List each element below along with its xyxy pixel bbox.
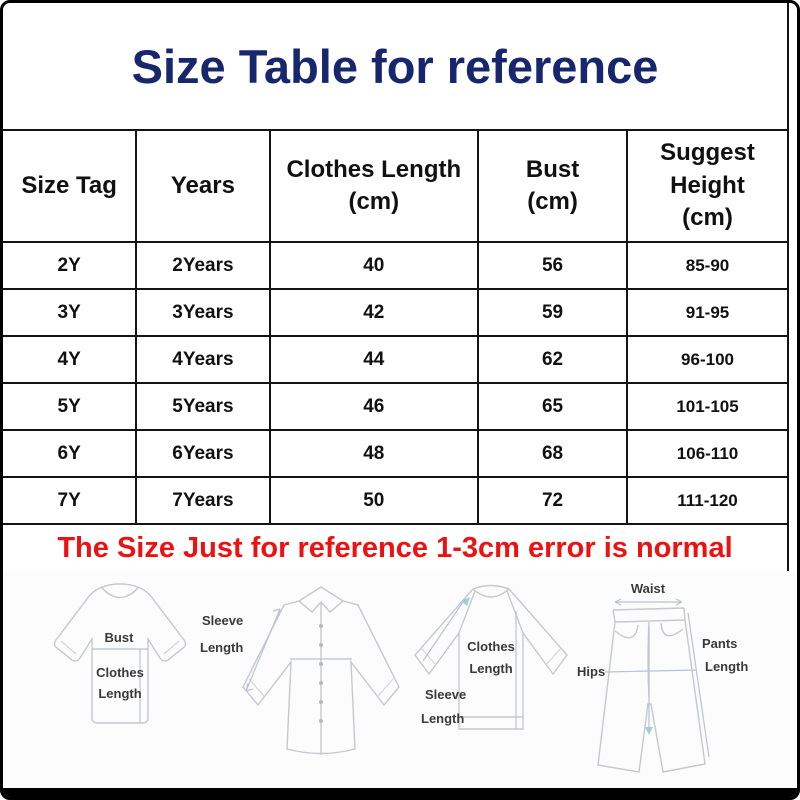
note-row: The Size Just for reference 1-3cm error … — [3, 525, 787, 571]
header-row: Size Tag Years Clothes Length (cm) Bust … — [3, 129, 787, 243]
measurement-diagrams: Bust Clothes Length Sleeve Length — [3, 571, 797, 788]
shirt-sleeve-label: Sleeve — [202, 613, 243, 628]
pants-length-label-1: Pants — [702, 636, 737, 651]
table-cell: 68 — [477, 429, 629, 478]
page-title: Size Table for reference — [131, 39, 659, 93]
tshirt-diagram: Bust Clothes Length — [53, 583, 187, 724]
table-cell: 96-100 — [626, 335, 787, 384]
table-cell: 2Years — [135, 241, 271, 290]
raglan-sleeve-length-label: Length — [421, 711, 464, 726]
header-clothes-length: Clothes Length (cm) — [268, 129, 480, 243]
table-cell: 101-105 — [626, 382, 787, 431]
pants-waist-label: Waist — [631, 581, 666, 596]
tee-clothes-label: Clothes — [96, 665, 144, 680]
table-cell: 2Y — [3, 241, 138, 290]
table-row: 3Y 3Years 42 59 91-95 — [3, 288, 787, 337]
bottom-black-bar — [3, 788, 797, 797]
table-cell: 6Y — [3, 429, 138, 478]
table-cell: 72 — [477, 476, 629, 525]
raglan-clothes-length-label: Length — [469, 661, 512, 676]
pants-diagram: Waist Hips Pants Length — [577, 581, 748, 773]
table-cell: 7Years — [135, 476, 271, 525]
table-row: 4Y 4Years 44 62 96-100 — [3, 335, 787, 384]
table-cell: 42 — [268, 288, 480, 337]
shirt-diagram: Sleeve Length — [200, 586, 400, 755]
size-note: The Size Just for reference 1-3cm error … — [57, 531, 733, 564]
table-cell: 62 — [477, 335, 629, 384]
table-cell: 4Years — [135, 335, 271, 384]
table-cell: 65 — [477, 382, 629, 431]
table-row: 7Y 7Years 50 72 111-120 — [3, 476, 787, 525]
table-cell: 5Years — [135, 382, 271, 431]
pants-length-label-2: Length — [705, 659, 748, 674]
table-cell: 48 — [268, 429, 480, 478]
table-cell: 46 — [268, 382, 480, 431]
table-cell: 91-95 — [626, 288, 787, 337]
bordered-content-box: Size Table for reference Size Tag Years … — [3, 3, 789, 571]
size-table: Size Tag Years Clothes Length (cm) Bust … — [3, 129, 787, 525]
table-cell: 111-120 — [626, 476, 787, 525]
header-bust: Bust (cm) — [477, 129, 629, 243]
table-cell: 5Y — [3, 382, 138, 431]
header-size-tag: Size Tag — [3, 129, 138, 243]
table-cell: 3Years — [135, 288, 271, 337]
raglan-sleeve-label: Sleeve — [425, 687, 466, 702]
table-row: 2Y 2Years 40 56 85-90 — [3, 241, 787, 290]
table-cell: 6Years — [135, 429, 271, 478]
raglan-top-diagram: Clothes Length Sleeve Length — [414, 584, 568, 730]
table-cell: 56 — [477, 241, 629, 290]
table-cell: 44 — [268, 335, 480, 384]
tee-bust-label: Bust — [105, 630, 135, 645]
raglan-clothes-label: Clothes — [467, 639, 515, 654]
table-cell: 7Y — [3, 476, 138, 525]
header-years: Years — [135, 129, 271, 243]
title-section: Size Table for reference — [3, 3, 787, 129]
table-cell: 85-90 — [626, 241, 787, 290]
header-suggest-height: Suggest Height (cm) — [626, 129, 787, 243]
table-cell: 59 — [477, 288, 629, 337]
table-cell: 50 — [268, 476, 480, 525]
table-cell: 3Y — [3, 288, 138, 337]
table-cell: 4Y — [3, 335, 138, 384]
table-cell: 40 — [268, 241, 480, 290]
table-row: 6Y 6Years 48 68 106-110 — [3, 429, 787, 478]
pants-hips-label: Hips — [577, 664, 605, 679]
tee-length-label: Length — [98, 686, 141, 701]
table-cell: 106-110 — [626, 429, 787, 478]
shirt-sleeve-length-label: Length — [200, 640, 243, 655]
table-row: 5Y 5Years 46 65 101-105 — [3, 382, 787, 431]
